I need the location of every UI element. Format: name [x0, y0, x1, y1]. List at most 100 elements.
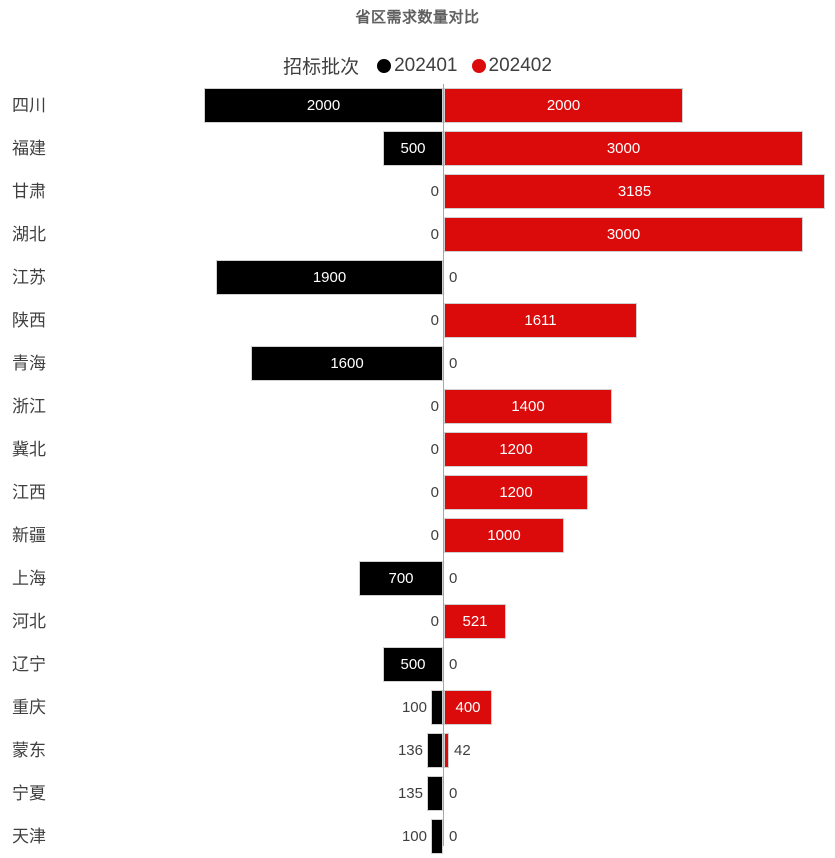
bar-202402[interactable]	[444, 733, 449, 768]
bar-202402[interactable]	[444, 217, 803, 252]
bar-value-202401: 0	[430, 613, 439, 630]
category-label: 江苏	[12, 268, 46, 287]
category-label: 湖北	[12, 225, 46, 244]
category-label: 重庆	[12, 698, 46, 717]
chart-row: 四川 2000 2000	[0, 84, 835, 127]
bar-value-202402: 1000	[487, 527, 521, 544]
bar-value-202401: 0	[430, 484, 439, 501]
chart-row: 江苏 1900 0	[0, 256, 835, 299]
bar-value-202401: 136	[397, 742, 423, 759]
bar-value-202401: 2000	[306, 97, 341, 114]
legend-label-202401: 202401	[394, 54, 458, 76]
bar-value-202402: 521	[462, 613, 488, 630]
chart-row: 辽宁 500 0	[0, 643, 835, 686]
bar-value-202402: 1611	[524, 312, 557, 329]
bar-value-202401: 0	[430, 441, 439, 458]
bar-value-202401: 100	[401, 699, 427, 716]
chart-row: 冀北 0 1200	[0, 428, 835, 471]
bar-202401[interactable]	[383, 647, 443, 682]
circle-marker-icon-202402	[471, 58, 486, 73]
bar-202402[interactable]	[444, 475, 588, 510]
chart-row: 浙江 0 1400	[0, 385, 835, 428]
chart-row: 宁夏 135 0	[0, 772, 835, 815]
bar-202402[interactable]	[444, 690, 492, 725]
bar-value-202402: 1400	[511, 398, 545, 415]
bar-202402[interactable]	[444, 604, 506, 639]
bar-value-202402: 2000	[546, 97, 581, 114]
bar-value-202401: 0	[430, 398, 439, 415]
bar-202402[interactable]	[444, 389, 612, 424]
bar-202402[interactable]	[444, 174, 825, 209]
bar-value-202401: 700	[388, 570, 414, 587]
bar-202401[interactable]	[204, 88, 443, 123]
bar-202402[interactable]	[444, 518, 564, 553]
center-axis-line	[443, 84, 444, 846]
bar-202401[interactable]	[216, 260, 443, 295]
legend-label-202402: 202402	[488, 54, 552, 76]
chart-row: 甘肃 0 3185	[0, 170, 835, 213]
category-label: 宁夏	[12, 784, 46, 803]
legend-item-202401[interactable]: 202401	[377, 54, 458, 77]
bar-202401[interactable]	[427, 733, 443, 768]
chart-row: 新疆 0 1000	[0, 514, 835, 557]
category-label: 天津	[12, 827, 46, 846]
chart-row: 河北 0 521	[0, 600, 835, 643]
bar-value-202402: 0	[449, 828, 458, 845]
bar-value-202402: 0	[449, 785, 458, 802]
category-label: 陕西	[12, 311, 46, 330]
bar-value-202402: 3000	[606, 140, 641, 157]
category-label: 青海	[12, 354, 46, 373]
bar-value-202402: 3000	[606, 226, 641, 243]
circle-marker-icon-202401	[377, 58, 392, 73]
category-label: 冀北	[12, 440, 46, 459]
chart-row: 上海 700 0	[0, 557, 835, 600]
plot-area: 四川 2000 2000 福建 500 3000 甘肃 0 3185 湖北 0 3000 江苏 1900 0…	[0, 84, 835, 854]
bar-202402[interactable]	[444, 88, 683, 123]
category-label: 福建	[12, 139, 46, 158]
bar-202402[interactable]	[444, 432, 588, 467]
bar-value-202402: 400	[455, 699, 481, 716]
chart-row: 青海 1600 0	[0, 342, 835, 385]
chart-row: 福建 500 3000	[0, 127, 835, 170]
bar-value-202401: 0	[430, 226, 439, 243]
bar-202402[interactable]	[444, 303, 637, 338]
chart-row: 湖北 0 3000	[0, 213, 835, 256]
bar-value-202401: 500	[400, 140, 426, 157]
category-label: 江西	[12, 483, 46, 502]
chart-row: 陕西 0 1611	[0, 299, 835, 342]
bar-value-202402: 42	[454, 742, 471, 759]
legend-title: 招标批次	[283, 57, 360, 78]
category-label: 浙江	[12, 397, 46, 416]
chart-title: 省区需求数量对比	[355, 9, 480, 26]
bar-202401[interactable]	[359, 561, 443, 596]
chart-row: 蒙东 136 42	[0, 729, 835, 772]
chart-row: 重庆 100 400	[0, 686, 835, 729]
bar-value-202401: 0	[430, 183, 439, 200]
bar-202401[interactable]	[431, 690, 443, 725]
bar-value-202402: 0	[449, 269, 458, 286]
bar-value-202401: 0	[430, 527, 439, 544]
legend-item-202402[interactable]: 202402	[471, 54, 552, 77]
category-label: 四川	[12, 96, 46, 115]
category-label: 河北	[12, 612, 46, 631]
bar-202401[interactable]	[251, 346, 443, 381]
category-label: 甘肃	[12, 182, 46, 201]
bar-202402[interactable]	[444, 131, 803, 166]
bar-202401[interactable]	[431, 819, 443, 854]
bar-value-202402: 0	[449, 656, 458, 673]
bar-value-202401: 100	[401, 828, 427, 845]
bar-202401[interactable]	[427, 776, 443, 811]
bar-value-202401: 1600	[330, 355, 364, 372]
chart-row: 天津 100 0	[0, 815, 835, 858]
bar-value-202402: 1200	[499, 484, 533, 501]
chart-row: 江西 0 1200	[0, 471, 835, 514]
bar-value-202401: 135	[397, 785, 423, 802]
category-label: 上海	[12, 569, 46, 588]
bar-value-202402: 3185	[617, 183, 652, 200]
category-label: 蒙东	[12, 741, 46, 760]
category-label: 辽宁	[12, 655, 46, 674]
bar-value-202402: 0	[449, 570, 458, 587]
bar-202401[interactable]	[383, 131, 443, 166]
bar-value-202401: 500	[400, 656, 426, 673]
